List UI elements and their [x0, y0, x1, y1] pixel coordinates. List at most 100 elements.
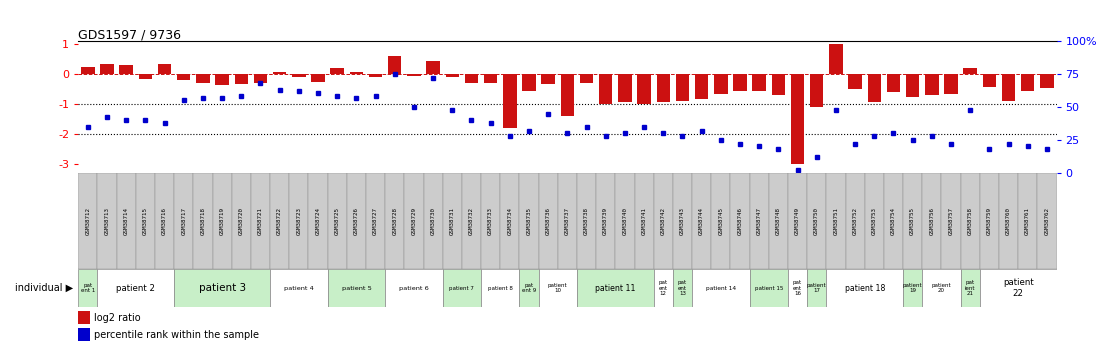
- Bar: [231, 172, 250, 269]
- Bar: [155, 172, 174, 269]
- Bar: [983, 74, 996, 87]
- Text: GSM38715: GSM38715: [143, 207, 148, 235]
- Text: GSM38725: GSM38725: [334, 207, 340, 235]
- Bar: [120, 65, 133, 74]
- Bar: [462, 172, 481, 269]
- Bar: [845, 172, 864, 269]
- Text: GSM38723: GSM38723: [296, 207, 302, 235]
- Bar: [522, 74, 536, 90]
- Bar: [443, 269, 481, 307]
- Bar: [749, 269, 788, 307]
- Bar: [407, 74, 420, 76]
- Bar: [426, 61, 439, 74]
- Text: GSM38719: GSM38719: [219, 207, 225, 235]
- Bar: [481, 269, 520, 307]
- Bar: [1038, 172, 1057, 269]
- Bar: [769, 172, 788, 269]
- Bar: [807, 172, 826, 269]
- Text: GSM38761: GSM38761: [1025, 207, 1031, 235]
- Bar: [884, 172, 903, 269]
- Text: patient 3: patient 3: [199, 283, 246, 293]
- Bar: [964, 68, 977, 74]
- Bar: [82, 67, 95, 74]
- Bar: [290, 172, 309, 269]
- Bar: [309, 172, 328, 269]
- Bar: [941, 172, 960, 269]
- Text: patient 14: patient 14: [705, 286, 736, 290]
- Text: GSM38713: GSM38713: [104, 207, 110, 235]
- Bar: [331, 68, 344, 74]
- Bar: [922, 172, 941, 269]
- Bar: [539, 269, 577, 307]
- Text: GDS1597 / 9736: GDS1597 / 9736: [78, 28, 181, 41]
- Bar: [328, 269, 386, 307]
- Text: percentile rank within the sample: percentile rank within the sample: [94, 330, 259, 340]
- Bar: [675, 74, 689, 101]
- Bar: [903, 269, 922, 307]
- Bar: [386, 269, 443, 307]
- Bar: [424, 172, 443, 269]
- Text: patient 15: patient 15: [755, 286, 783, 290]
- Bar: [925, 74, 938, 95]
- Text: GSM38721: GSM38721: [258, 207, 263, 235]
- Bar: [177, 74, 190, 80]
- Bar: [78, 311, 89, 324]
- Text: GSM38739: GSM38739: [604, 207, 608, 235]
- Bar: [868, 74, 881, 102]
- Bar: [1040, 74, 1053, 88]
- Text: GSM38754: GSM38754: [891, 207, 896, 235]
- Bar: [635, 172, 654, 269]
- Bar: [350, 72, 363, 74]
- Bar: [960, 172, 979, 269]
- Bar: [752, 74, 766, 90]
- Text: GSM38734: GSM38734: [508, 207, 512, 235]
- Bar: [503, 74, 517, 128]
- Text: patient 8: patient 8: [487, 286, 513, 290]
- Text: GSM38718: GSM38718: [200, 207, 206, 235]
- Bar: [922, 269, 960, 307]
- Text: GSM38749: GSM38749: [795, 207, 800, 235]
- Text: GSM38717: GSM38717: [181, 207, 187, 235]
- Bar: [158, 64, 171, 74]
- Bar: [250, 172, 271, 269]
- Bar: [979, 269, 1057, 307]
- Bar: [654, 269, 673, 307]
- Text: patient 6: patient 6: [399, 286, 429, 290]
- Bar: [484, 74, 498, 82]
- Text: GSM38735: GSM38735: [527, 207, 531, 235]
- Text: patient
20: patient 20: [931, 283, 951, 294]
- Text: GSM38712: GSM38712: [85, 207, 91, 235]
- Bar: [599, 74, 613, 104]
- Text: patient 2: patient 2: [116, 284, 155, 293]
- Bar: [960, 269, 979, 307]
- Text: GSM38750: GSM38750: [814, 207, 819, 235]
- Bar: [139, 74, 152, 79]
- Text: log2 ratio: log2 ratio: [94, 313, 141, 323]
- Bar: [101, 64, 114, 74]
- Bar: [714, 74, 728, 93]
- Text: GSM38731: GSM38731: [449, 207, 455, 235]
- Bar: [596, 172, 615, 269]
- Bar: [443, 172, 462, 269]
- Bar: [273, 72, 286, 74]
- Text: GSM38738: GSM38738: [584, 207, 589, 235]
- Text: pat
ent
12: pat ent 12: [659, 280, 667, 296]
- Bar: [637, 74, 651, 104]
- Bar: [500, 172, 520, 269]
- Bar: [788, 269, 807, 307]
- Bar: [730, 172, 749, 269]
- Text: GSM38743: GSM38743: [680, 207, 685, 235]
- Text: GSM38760: GSM38760: [1006, 207, 1011, 235]
- Text: GSM38755: GSM38755: [910, 207, 916, 235]
- Text: GSM38746: GSM38746: [738, 207, 742, 235]
- Bar: [292, 74, 305, 77]
- Text: GSM38729: GSM38729: [411, 207, 416, 235]
- Text: GSM38728: GSM38728: [392, 207, 397, 235]
- Text: GSM38737: GSM38737: [565, 207, 570, 235]
- Bar: [174, 269, 271, 307]
- Bar: [446, 74, 459, 77]
- Text: GSM38759: GSM38759: [987, 207, 992, 235]
- Bar: [580, 74, 594, 82]
- Text: GSM38740: GSM38740: [623, 207, 627, 235]
- Bar: [618, 74, 632, 102]
